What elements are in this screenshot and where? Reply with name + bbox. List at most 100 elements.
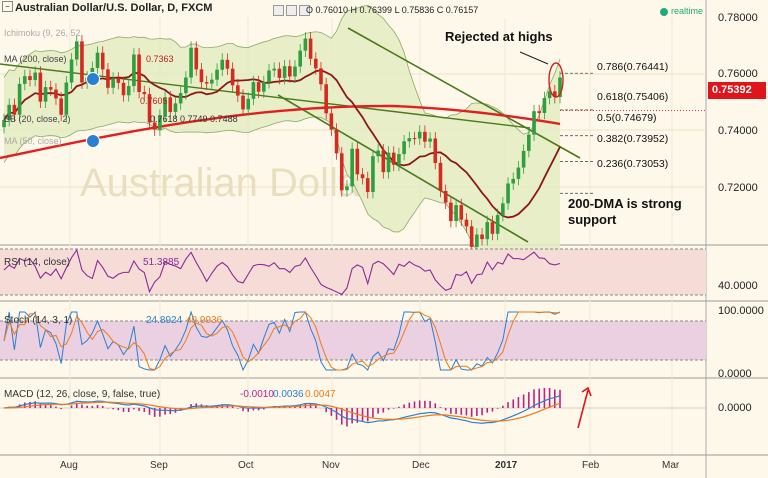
ma200-label[interactable]: MA (200, close) <box>4 54 67 64</box>
channel-lower-line <box>277 94 529 243</box>
candle-body <box>215 69 219 80</box>
time-tick: Dec <box>412 460 430 471</box>
candle-body <box>173 103 178 112</box>
candle-body <box>345 186 349 191</box>
time-tick: Feb <box>582 460 600 471</box>
candle-body <box>132 54 136 87</box>
candle-body <box>199 69 204 83</box>
candle-body <box>111 78 115 88</box>
candle-body <box>246 98 251 110</box>
candle-body <box>43 87 48 102</box>
candle-body <box>256 82 261 92</box>
fib-label: 0.382(0.73952) <box>597 133 669 145</box>
time-tick: Nov <box>322 460 340 471</box>
candle-body <box>558 77 562 98</box>
candle-body <box>163 97 167 116</box>
candle-body <box>28 76 32 81</box>
candle-body <box>137 54 141 93</box>
candle-body <box>194 47 199 70</box>
candle-body <box>397 154 401 165</box>
candle-body <box>319 68 323 85</box>
settings-icon[interactable] <box>271 4 310 16</box>
candle-body <box>480 234 484 240</box>
time-tick: Oct <box>238 460 254 471</box>
rsi-label[interactable]: RSI (14, close) <box>4 257 71 268</box>
fxcm-value: 0.7605 <box>140 96 168 106</box>
eye-icon[interactable] <box>86 72 100 86</box>
time-tick: Aug <box>60 460 78 471</box>
annotation-support-line1: 200-DMA is strong <box>568 196 682 211</box>
stoch-axis-tick: 100.0000 <box>718 305 764 317</box>
candle-body <box>459 205 464 220</box>
candle-body <box>495 215 500 234</box>
candle-body <box>443 190 448 203</box>
ma50-label[interactable]: MA (50, close) <box>4 136 62 146</box>
candle-body <box>485 222 490 240</box>
bb-lower-line <box>3 116 561 286</box>
candle-body <box>521 150 526 168</box>
price-tick: 0.72000 <box>718 182 758 194</box>
candle-body <box>272 68 277 71</box>
ma200-value: 0.7363 <box>146 54 174 64</box>
rejection-arrow <box>519 51 549 65</box>
candle-body <box>298 50 302 67</box>
candle-body <box>490 222 495 234</box>
candle-body <box>95 52 100 68</box>
candle-body <box>12 104 17 115</box>
candle-body <box>225 59 230 69</box>
realtime-status: realtime <box>660 6 703 16</box>
chart-header: − Australian Dollar/U.S. Dollar, D, FXCM… <box>0 0 706 18</box>
candle-body <box>184 77 188 94</box>
candle-body <box>371 156 375 192</box>
candle-body <box>527 134 531 151</box>
candle-body <box>22 76 27 84</box>
candle-body <box>386 152 391 173</box>
candle-body <box>537 111 542 113</box>
candle-body <box>100 52 105 70</box>
macd-label[interactable]: MACD (12, 26, close, 9, false, true) <box>4 389 161 400</box>
candle-body <box>220 59 225 70</box>
candle-body <box>365 178 370 192</box>
candle-body <box>168 97 173 112</box>
rejection-highlight <box>548 62 564 98</box>
candle-body <box>402 141 406 155</box>
candle-body <box>267 70 271 83</box>
macd-axis-tick: 0.0000 <box>718 402 752 414</box>
candle-body <box>417 131 422 139</box>
bb-upper-line <box>3 4 561 135</box>
collapse-icon[interactable]: − <box>2 1 13 12</box>
candle-body <box>251 82 256 99</box>
symbol-title: Australian Dollar/U.S. Dollar, D, FXCM <box>15 2 213 14</box>
candle-body <box>287 66 292 77</box>
candle-body <box>532 111 536 135</box>
channel-upper-line <box>347 27 581 159</box>
watermark-text: Australian Dollar <box>80 161 373 205</box>
stoch-label[interactable]: Stoch (14, 3, 1) <box>4 315 73 326</box>
eye-icon[interactable] <box>86 134 100 148</box>
macd-value: 0.0036 <box>273 389 304 400</box>
candle-body <box>324 84 328 114</box>
candle-body <box>54 89 58 99</box>
macd-line <box>3 395 561 424</box>
stoch-k-value: 24.8924 <box>146 315 183 326</box>
fib-label: 0.618(0.75406) <box>597 91 669 103</box>
candle-body <box>407 138 412 142</box>
candle-body <box>17 83 22 115</box>
time-tick: Mar <box>662 460 680 471</box>
ichimoku-label[interactable]: Ichimoku (9, 26, 52 <box>4 28 81 38</box>
candle-body <box>210 79 214 84</box>
candle-body <box>423 131 427 142</box>
candle-body <box>293 66 297 77</box>
candle-body <box>262 82 266 92</box>
bb-label[interactable]: BB (20, close, 2) <box>4 114 71 124</box>
candle-body <box>74 41 79 60</box>
candle-body <box>355 148 360 175</box>
candle-body <box>313 58 318 69</box>
candle-body <box>449 202 453 222</box>
candle-body <box>501 203 505 216</box>
candle-body <box>329 113 334 130</box>
candle-body <box>511 178 516 184</box>
candle-body <box>547 91 552 99</box>
rsi-band <box>0 249 706 295</box>
